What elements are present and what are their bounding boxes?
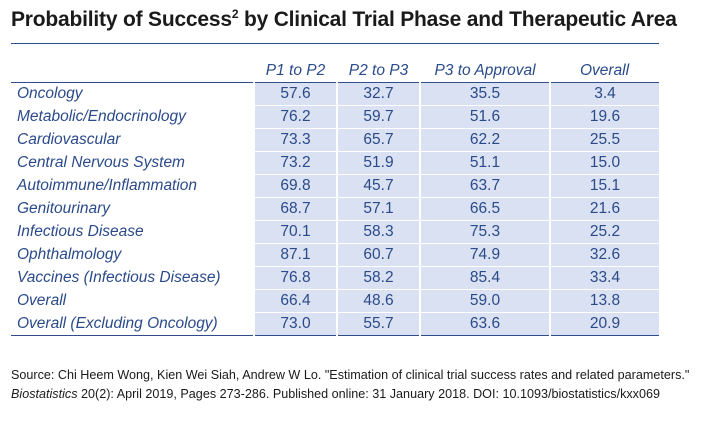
cell-p2-p3: 55.7 [336,312,420,336]
cell-overall: 25.5 [549,128,659,152]
therapeutic-area-label: Autoimmune/Inflammation [11,174,254,198]
table-row: Overall (Excluding Oncology) 73.0 55.7 63.6… [11,312,659,336]
page-title: Probability of Success2 by Clinical Tria… [11,8,677,32]
cell-overall: 15.1 [549,174,659,198]
therapeutic-area-label: Central Nervous System [11,151,254,175]
cell-p1-p2: 73.0 [253,312,337,336]
title-rest: by Clinical Trial Phase and Therapeutic … [238,8,677,31]
cell-overall: 32.6 [549,243,659,267]
cell-p1-p2: 73.2 [253,151,337,175]
cell-overall: 25.2 [549,220,659,244]
cell-p2-p3: 60.7 [336,243,420,267]
cell-overall: 20.9 [549,312,659,336]
column-header-p2-p3: P2 to P3 [348,62,409,79]
column-header-p3-approval: P3 to Approval [434,62,536,79]
therapeutic-area-label: Overall [11,289,254,313]
cell-p2-p3: 58.2 [336,266,420,290]
table-row: Oncology 57.6 32.7 35.5 3.4 [11,82,659,106]
cell-p3-approval: 51.1 [419,151,550,175]
table-row: Vaccines (Infectious Disease) 76.8 58.2 85.… [11,266,659,290]
cell-p1-p2: 57.6 [253,82,337,106]
table-row: Cardiovascular 73.3 65.7 62.2 25.5 [11,128,659,152]
cell-p3-approval: 62.2 [419,128,550,152]
therapeutic-area-label: Vaccines (Infectious Disease) [11,266,254,290]
cell-p2-p3: 48.6 [336,289,420,313]
therapeutic-area-label: Ophthalmology [11,243,254,267]
column-header-p1-p2: P1 to P2 [265,62,326,79]
table-row: Autoimmune/Inflammation 69.8 45.7 63.7 15.1 [11,174,659,198]
table-row: Ophthalmology 87.1 60.7 74.9 32.6 [11,243,659,267]
therapeutic-area-label: Genitourinary [11,197,254,221]
cell-p1-p2: 87.1 [253,243,337,267]
table-header-row: P1 to P2 P2 to P3 P3 to Approval Overall [11,60,659,83]
cell-p1-p2: 70.1 [253,220,337,244]
cell-overall: 33.4 [549,266,659,290]
cell-p2-p3: 51.9 [336,151,420,175]
cell-p3-approval: 51.6 [419,105,550,129]
source-journal: Biostatistics [11,387,78,401]
table-row: Infectious Disease 70.1 58.3 75.3 25.2 [11,220,659,244]
cell-p1-p2: 69.8 [253,174,337,198]
therapeutic-area-label: Cardiovascular [11,128,254,152]
cell-p1-p2: 66.4 [253,289,337,313]
cell-p3-approval: 85.4 [419,266,550,290]
table-body: Oncology 57.6 32.7 35.5 3.4 Metabolic/Endocri… [11,82,659,336]
title-rule [11,43,659,44]
column-header-area [11,60,254,83]
cell-p1-p2: 68.7 [253,197,337,221]
cell-p2-p3: 45.7 [336,174,420,198]
cell-overall: 19.6 [549,105,659,129]
cell-p3-approval: 66.5 [419,197,550,221]
therapeutic-area-label: Oncology [11,82,254,106]
therapeutic-area-label: Metabolic/Endocrinology [11,105,254,129]
cell-p2-p3: 59.7 [336,105,420,129]
therapeutic-area-label: Infectious Disease [11,220,254,244]
cell-p2-p3: 32.7 [336,82,420,106]
cell-p1-p2: 73.3 [253,128,337,152]
source-prefix: Source: Chi Heem Wong, Kien Wei Siah, An… [11,368,690,382]
cell-overall: 15.0 [549,151,659,175]
table-row: Metabolic/Endocrinology 76.2 59.7 51.6 19.6 [11,105,659,129]
cell-p1-p2: 76.8 [253,266,337,290]
therapeutic-area-label: Overall (Excluding Oncology) [11,312,254,336]
table-row: Central Nervous System 73.2 51.9 51.1 15.0 [11,151,659,175]
cell-overall: 21.6 [549,197,659,221]
cell-p3-approval: 74.9 [419,243,550,267]
source-citation: Source: Chi Heem Wong, Kien Wei Siah, An… [11,366,691,404]
column-header-overall: Overall [579,62,630,79]
cell-p3-approval: 63.6 [419,312,550,336]
table-row: Genitourinary 68.7 57.1 66.5 21.6 [11,197,659,221]
cell-p3-approval: 75.3 [419,220,550,244]
source-suffix: 20(2): April 2019, Pages 273-286. Publis… [77,387,660,401]
cell-p2-p3: 57.1 [336,197,420,221]
cell-p2-p3: 65.7 [336,128,420,152]
title-superscript: 2 [231,7,239,21]
cell-p2-p3: 58.3 [336,220,420,244]
cell-p3-approval: 63.7 [419,174,550,198]
cell-overall: 3.4 [549,82,659,106]
cell-p3-approval: 35.5 [419,82,550,106]
cell-p1-p2: 76.2 [253,105,337,129]
cell-p3-approval: 59.0 [419,289,550,313]
table-row: Overall 66.4 48.6 59.0 13.8 [11,289,659,313]
cell-overall: 13.8 [549,289,659,313]
title-main: Probability of Success [11,8,232,31]
success-table: P1 to P2 P2 to P3 P3 to Approval Overall… [11,60,659,336]
